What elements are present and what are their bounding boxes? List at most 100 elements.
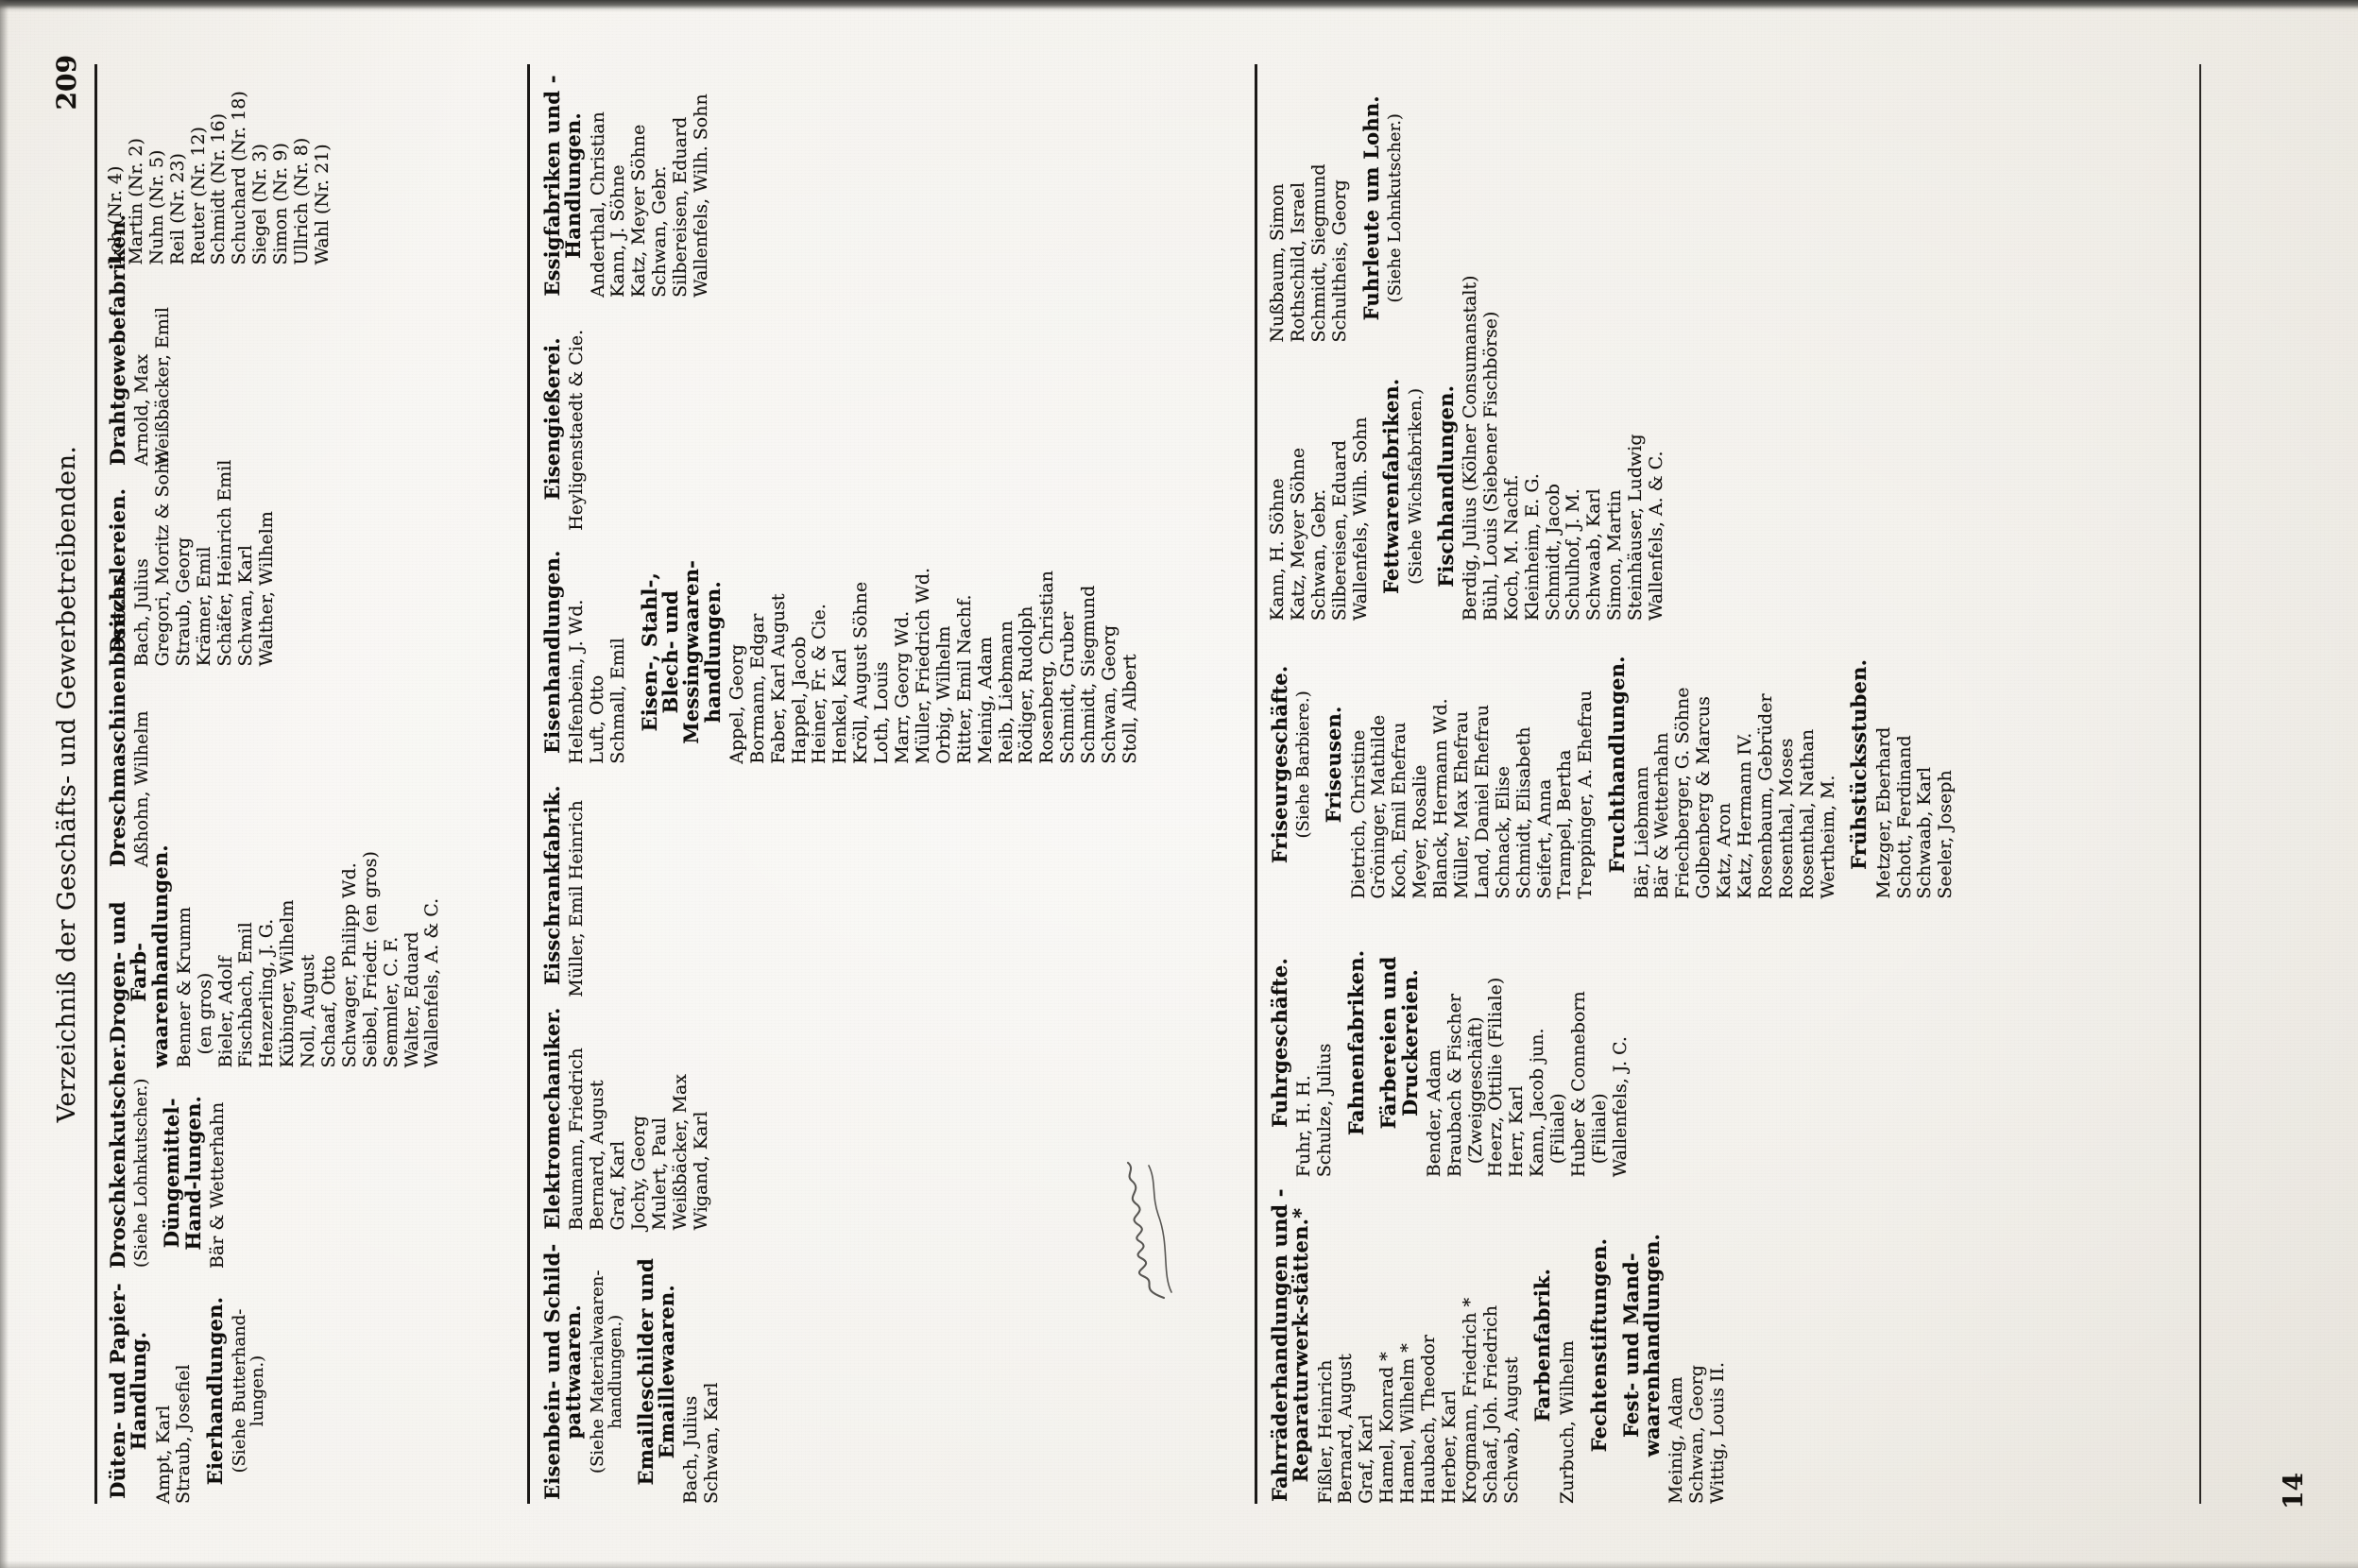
scan-bottom-edge	[0, 1560, 2358, 1568]
directory-entry: Silbereisen, Eduard	[1328, 439, 1350, 622]
directory-entry: Wahl (Nr. 21)	[311, 144, 333, 265]
directory-entry: Schnack, Elise	[1492, 765, 1513, 899]
directory-entry: Noll, August	[298, 954, 319, 1068]
text-column: Fahrräderhandlungen und -Reparaturwerk-s…	[1268, 1177, 2194, 1504]
directory-entry: Schulhof, J. M.	[1563, 488, 1584, 622]
directory-entry: Meinig, Adam	[974, 637, 996, 764]
directory-entry: Anderthal, Christian	[587, 111, 608, 298]
directory-entry: Mulert, Paul	[648, 1117, 670, 1231]
directory-entry: Trampel, Bertha	[1554, 749, 1576, 899]
directory-entry: Helfenbein, J. Wd.	[566, 599, 588, 764]
directory-entry: Benner & Krumm	[173, 907, 195, 1068]
directory-entry: Schwager, Philipp Wd.	[338, 862, 360, 1068]
section-heading: Farbenfabrik.	[1530, 1268, 1555, 1423]
directory-entry: Kann, H. Söhne	[1267, 478, 1288, 622]
section-cross-reference: (Siehe Wichsfabriken.)	[1405, 387, 1426, 585]
directory-entry: Schmidt, Jacob	[1542, 484, 1563, 622]
directory-entry: Kleinheim, E. G.	[1521, 473, 1543, 622]
page-number-left: 14	[2278, 1473, 2309, 1509]
directory-entry: Land, Daniel Ehefrau	[1471, 704, 1493, 899]
directory-entry: Krämer, Emil	[193, 546, 214, 667]
section-heading: Eisenbein- und Schild-pattwaaren.	[540, 1243, 586, 1500]
directory-entry: Seifert, Anna	[1533, 778, 1555, 899]
directory-entry: Schwan, Gebr.	[1307, 488, 1329, 622]
rotated-page-content: Verzeichniß der Geschäfts- und Gewerbetr…	[36, 47, 2322, 1521]
directory-entry: Schaaf, Joh. Friedrich	[1479, 1304, 1501, 1504]
directory-entry: Hamel, Wilhelm *	[1397, 1343, 1419, 1504]
directory-entry: Koch, Emil Ehefrau	[1389, 722, 1410, 899]
section-heading: Friseurgeschäfte.	[1268, 665, 1291, 864]
directory-entry: Heiner, Fr. & Cie.	[809, 604, 830, 764]
directory-entry: Schwan, Karl	[234, 545, 256, 667]
directory-entry: Bernard, August	[587, 1080, 608, 1231]
section-heading: Fahrräderhandlungen und -Reparaturwerk-s…	[1268, 1188, 1313, 1502]
section-heading: Drogen- und Farb-waarenhandlungen.	[106, 844, 172, 1068]
text-column: Loh (Nr. 4) Martin (Nr. 2) Nuhn (Nr. 5) Rei…	[105, 64, 525, 265]
text-column: Droschkenkutscher. (Siehe Lohnkutscher.) D…	[106, 1043, 525, 1270]
directory-entry: Heerz, Ottilie (Filiale)	[1485, 977, 1507, 1178]
directory-entry: Weißbäcker, Emil	[152, 307, 174, 467]
directory-entry: Reil (Nr. 23)	[166, 153, 188, 265]
section-heading: Eisengießerei.	[540, 337, 564, 501]
directory-entry: Gröninger, Mathilde	[1368, 714, 1390, 899]
directory-entry: Orbig, Wilhelm	[932, 625, 954, 764]
directory-entry: Haubach, Theodor	[1417, 1335, 1439, 1504]
section-heading: Drechslereien.	[106, 487, 129, 654]
directory-entry: Nußbaum, Simon	[1267, 183, 1288, 343]
directory-entry: Fißler, Heinrich	[1314, 1359, 1336, 1504]
directory-entry: Huber & Conneborn	[1568, 991, 1590, 1178]
directory-entry: Meyer, Rosalie	[1410, 764, 1431, 899]
directory-entry: Schmall, Emil	[607, 638, 629, 764]
directory-entry: Bär, Liebmann	[1631, 766, 1652, 899]
directory-entry: Herr, Karl	[1506, 1085, 1528, 1178]
directory-entry: Wallenfels, A. & C.	[1646, 451, 1667, 622]
directory-entry: Müller, Friedrich Wd.	[912, 567, 933, 764]
directory-entry: Martin (Nr. 2)	[125, 138, 146, 265]
section-heading: Frühstücksstuben.	[1847, 658, 1871, 870]
directory-entry: Kübinger, Wilhelm	[277, 899, 299, 1068]
section-heading: Friseusen.	[1322, 706, 1346, 824]
directory-entry: Fuhr, H. H.	[1293, 1075, 1315, 1178]
directory-entry: Henkel, Karl	[829, 649, 851, 764]
text-column: Elektromechaniker. Baumann, Friedrich Bern…	[540, 997, 1251, 1231]
directory-entry: Kann, Jacob jun.	[1527, 1028, 1548, 1178]
section-heading: Elektromechaniker.	[540, 1007, 564, 1230]
directory-entry: Arnold, Max	[131, 353, 153, 467]
directory-entry: Bieler, Adolf	[214, 956, 236, 1068]
section-heading: Eisenhandlungen.	[540, 550, 564, 755]
directory-entry: Kann, J. Söhne	[607, 164, 629, 298]
section-cross-reference: (Siehe Butterhand-lungen.)	[229, 1308, 267, 1474]
directory-entry: Wallenfels, Wilh. Sohn	[690, 94, 711, 298]
directory-entry: Schmidt, Siegmund	[1307, 163, 1329, 343]
directory-entry: Semmler, C. F.	[380, 936, 402, 1068]
directory-entry: Wigand, Karl	[690, 1111, 711, 1231]
directory-entry: Reib, Liebmann	[995, 620, 1017, 764]
directory-entry: Schott, Ferdinand	[1893, 735, 1915, 899]
directory-entry: Rothschild, Israel	[1287, 181, 1308, 343]
text-column: Fuhrgeschäfte. Fuhr, H. H. Schulze, Julius…	[1268, 899, 2194, 1178]
directory-entry: Bär & Wetterhahn	[1651, 732, 1673, 899]
directory-entry: Seibel, Friedr. (en gros)	[359, 851, 381, 1068]
page-number-right: 209	[51, 55, 82, 111]
directory-entry: Ampt, Karl	[152, 1405, 174, 1504]
directory-entry: Aßhohn, Wilhelm	[131, 710, 153, 868]
directory-entry: (Filiale)	[1547, 1093, 1569, 1165]
directory-entry: Bernard, August	[1335, 1354, 1357, 1504]
directory-entry: Walter, Eduard	[401, 931, 422, 1068]
directory-entry: Gregori, Moritz & Sohn	[152, 451, 174, 667]
directory-entry: Silbereisen, Eduard	[670, 116, 692, 298]
directory-entry: Bär & Wetterhahn	[206, 1101, 228, 1270]
directory-entry: Simon (Nr. 9)	[270, 143, 292, 265]
section-heading: Eierhandlungen.	[203, 1296, 228, 1486]
directory-entry: Berdig, Julius (Kölner Consumanstalt)	[1460, 275, 1481, 622]
directory-entry: Schmidt (Nr. 16)	[208, 113, 230, 265]
directory-entry: Walther, Wilhelm	[255, 511, 277, 667]
directory-entry: Appel, Georg	[726, 644, 747, 764]
directory-entry: Baumann, Friedrich	[566, 1048, 588, 1231]
directory-entry: Marr, Georg Wd.	[892, 610, 914, 764]
directory-entry: Friechberger, G. Söhne	[1672, 687, 1694, 899]
band-divider-rule-1	[527, 64, 530, 1504]
directory-entry: Reuter (Nr. 12)	[187, 127, 209, 265]
directory-entry: Wertheim, M.	[1817, 775, 1838, 899]
